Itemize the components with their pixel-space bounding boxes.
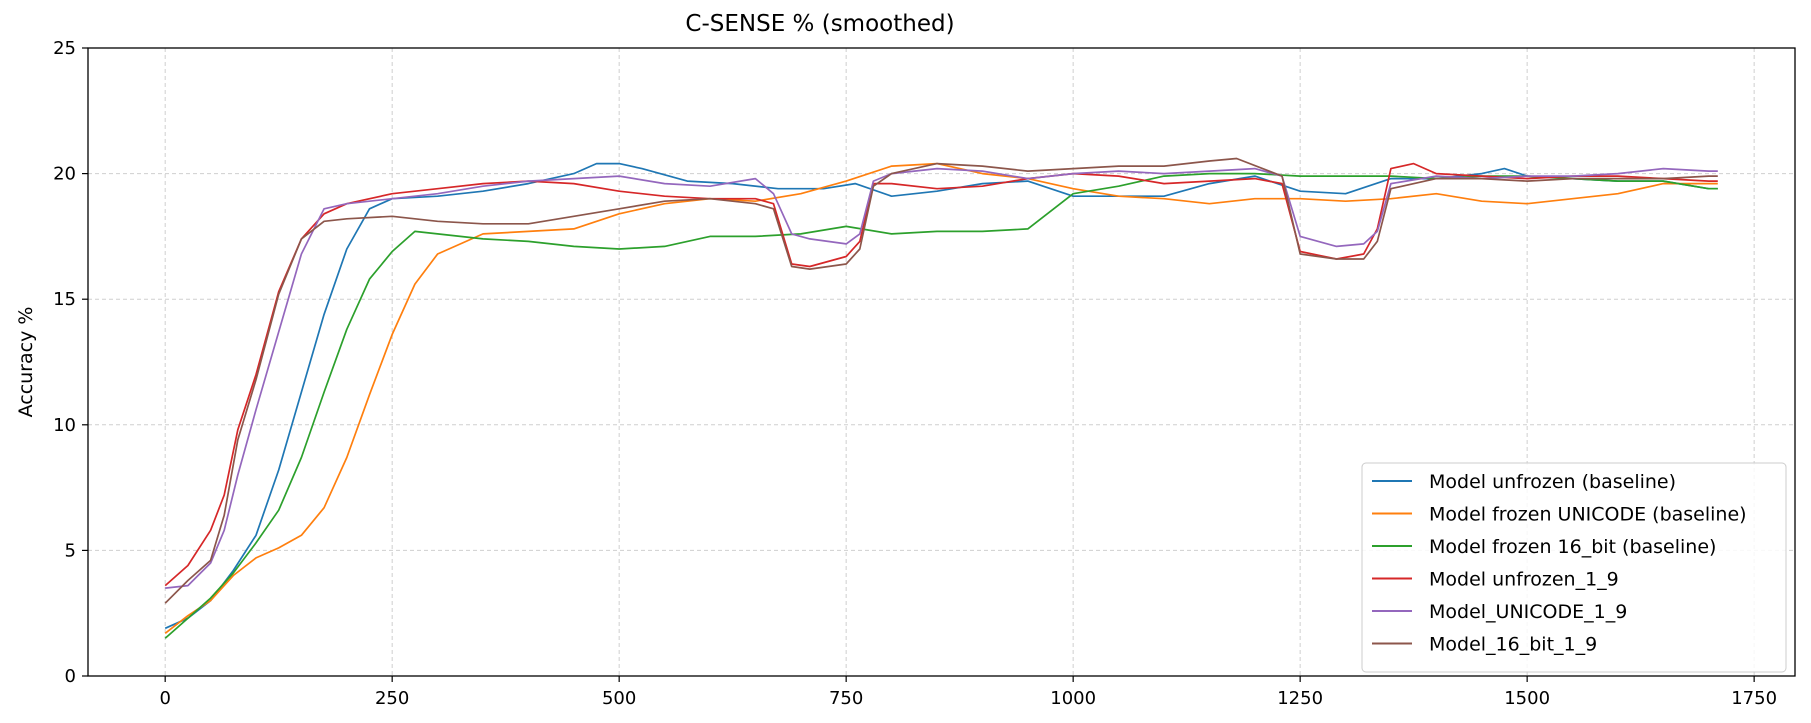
x-tick-label: 0	[159, 688, 170, 709]
legend-label: Model_16_bit_1_9	[1429, 634, 1597, 656]
legend-label: Model unfrozen (baseline)	[1429, 471, 1676, 493]
y-tick-label: 5	[65, 540, 76, 561]
legend-box	[1361, 462, 1787, 673]
x-tick-label: 1250	[1277, 688, 1323, 709]
x-tick-label: 500	[602, 688, 636, 709]
series-line-2	[164, 162, 1718, 634]
plot-area-frame	[87, 47, 1796, 677]
legend-label: Model_UNICODE_1_9	[1429, 601, 1627, 623]
legend-label: Model frozen UNICODE (baseline)	[1429, 504, 1747, 526]
y-tick-label: 10	[53, 415, 76, 436]
legend-label: Model unfrozen_1_9	[1429, 569, 1619, 591]
series-line-6	[164, 157, 1718, 604]
series-lines	[164, 157, 1718, 639]
chart-title: C-SENSE % (smoothed)	[685, 11, 954, 37]
y-tick-label: 20	[53, 164, 76, 185]
x-tick-label: 1500	[1504, 688, 1550, 709]
x-tick-label: 1750	[1731, 688, 1777, 709]
x-tick-label: 250	[375, 688, 409, 709]
x-tick-label: 1000	[1050, 688, 1096, 709]
y-axis-label: Accuracy %	[15, 307, 37, 418]
x-tick-label: 750	[829, 688, 863, 709]
legend: Model unfrozen (baseline) Model frozen UN…	[1361, 462, 1787, 673]
series-line-5	[165, 167, 1718, 589]
y-tick-label: 25	[53, 38, 76, 59]
series-line-1	[164, 162, 1718, 630]
y-axis: 0 5 10 15 20 25	[53, 38, 88, 687]
x-axis: 0 250 500 750 1000 1250 1500 1750	[159, 676, 1777, 709]
y-tick-label: 15	[53, 289, 76, 310]
y-tick-label: 0	[65, 666, 76, 687]
legend-label: Model frozen 16_bit (baseline)	[1429, 536, 1716, 558]
